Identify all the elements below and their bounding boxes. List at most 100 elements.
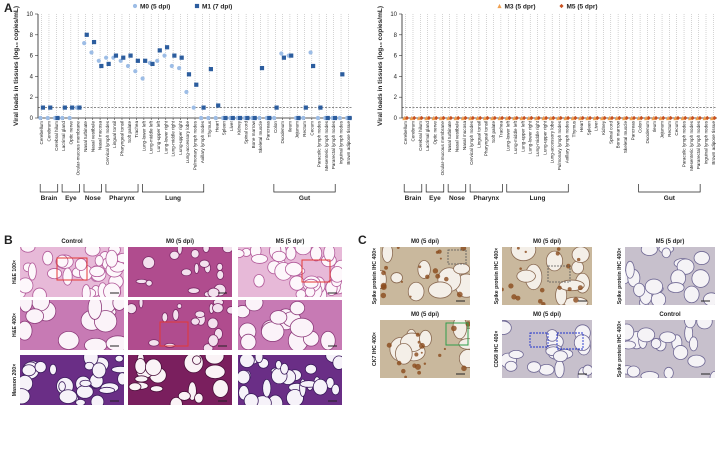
group-bracket bbox=[403, 184, 423, 193]
data-point bbox=[559, 3, 564, 9]
x-tick-label: Lung-accessory lobe bbox=[550, 121, 555, 164]
alveolus bbox=[661, 247, 671, 259]
stain-spot bbox=[556, 247, 561, 251]
alveolus bbox=[216, 262, 224, 271]
x-tick-label: Lung-lower right bbox=[528, 120, 533, 154]
alveolus bbox=[458, 349, 470, 368]
alveolus bbox=[294, 247, 312, 256]
alveolus bbox=[626, 365, 641, 378]
alveolus bbox=[625, 340, 636, 350]
data-point bbox=[135, 58, 140, 63]
alveolus bbox=[582, 364, 592, 376]
x-tick-label: Cervical lymph nodes bbox=[469, 120, 474, 165]
data-point bbox=[60, 115, 65, 121]
x-tick-label: Lacrimal gland bbox=[61, 121, 66, 151]
x-tick-label: Ileum bbox=[652, 121, 657, 132]
data-point bbox=[279, 51, 284, 56]
tile-title: Control bbox=[659, 312, 681, 318]
alveolus bbox=[84, 337, 108, 350]
alveolus bbox=[212, 379, 229, 398]
alveolus bbox=[453, 263, 470, 275]
data-point bbox=[318, 105, 323, 110]
panel-label: C bbox=[358, 233, 367, 247]
x-tick-label: Lung-middle left bbox=[149, 120, 154, 153]
data-point bbox=[416, 115, 422, 121]
data-point bbox=[106, 61, 111, 67]
data-point bbox=[468, 115, 473, 121]
alveolus bbox=[625, 260, 635, 279]
zoom-box bbox=[447, 249, 467, 265]
data-point bbox=[500, 115, 505, 121]
legend-label: M3 (5 dpr) bbox=[505, 3, 536, 10]
alveolus bbox=[20, 300, 33, 313]
data-point bbox=[651, 115, 656, 121]
data-point bbox=[325, 115, 330, 121]
x-tick-label: Axillary lymph nodes bbox=[564, 120, 569, 163]
data-point bbox=[424, 115, 429, 121]
alveolus bbox=[20, 277, 34, 294]
stain-spot bbox=[396, 360, 402, 366]
group-label: Brain bbox=[41, 195, 58, 202]
alveolus bbox=[134, 375, 149, 383]
data-point bbox=[460, 115, 466, 121]
group-bracket bbox=[61, 184, 80, 193]
group-label: Pharynx bbox=[109, 195, 135, 202]
y-tick-label: 2 bbox=[394, 95, 398, 101]
group-label: Pharynx bbox=[473, 195, 499, 202]
alveolus bbox=[667, 282, 685, 293]
alveolus bbox=[222, 247, 232, 254]
row-label: H&E 100× bbox=[12, 260, 18, 284]
alveolus bbox=[254, 355, 264, 364]
x-tick-label: Cecum bbox=[309, 121, 314, 136]
alveolus bbox=[545, 250, 564, 272]
alveolus bbox=[81, 284, 91, 297]
stain-spot bbox=[461, 365, 467, 372]
x-tick-label: Cerebrum bbox=[410, 121, 415, 142]
x-tick-label: Lung-lower left bbox=[141, 120, 146, 151]
data-point bbox=[514, 115, 519, 121]
alveolus bbox=[55, 254, 69, 268]
alveolus bbox=[331, 383, 340, 396]
alveolus bbox=[176, 303, 183, 309]
alveolus bbox=[135, 278, 148, 284]
stain-spot bbox=[414, 363, 421, 370]
alveolus bbox=[202, 247, 210, 253]
group-label: Lung bbox=[530, 195, 546, 202]
alveolus bbox=[571, 260, 584, 275]
stain-spot bbox=[456, 291, 463, 298]
stain-spot bbox=[443, 347, 447, 351]
x-tick-label: Lung-middle left bbox=[513, 120, 518, 153]
data-point bbox=[602, 115, 607, 121]
data-point bbox=[551, 115, 556, 121]
x-tick-label: Lingual tonsil bbox=[112, 121, 117, 148]
alveolus bbox=[172, 309, 180, 321]
data-point bbox=[186, 72, 192, 77]
data-point bbox=[223, 115, 228, 121]
alveolus bbox=[49, 363, 57, 376]
stain-spot bbox=[435, 273, 441, 279]
data-point bbox=[230, 115, 235, 121]
micrograph bbox=[380, 247, 470, 305]
alveolus bbox=[510, 247, 537, 262]
data-point bbox=[485, 115, 490, 121]
alveolus bbox=[693, 251, 710, 265]
y-tick-label: 6 bbox=[394, 54, 398, 60]
x-tick-label: Pancreas bbox=[266, 120, 271, 140]
tile-title: M0 (5 dpi) bbox=[411, 312, 439, 318]
data-point bbox=[172, 53, 177, 58]
alveolus bbox=[312, 378, 328, 396]
alveolus bbox=[696, 320, 713, 330]
alveolus bbox=[20, 320, 33, 341]
data-point bbox=[91, 39, 97, 45]
zoom-box bbox=[556, 332, 584, 350]
alveolus bbox=[142, 256, 155, 269]
alveolus bbox=[79, 379, 92, 387]
data-point bbox=[77, 105, 82, 110]
alveolus bbox=[329, 266, 342, 283]
group-bracket bbox=[469, 184, 503, 193]
x-tick-label: Colon bbox=[273, 121, 278, 133]
x-tick-label: Ocular-mucous membrane bbox=[440, 121, 445, 176]
x-tick-label: Cerebellum bbox=[39, 121, 44, 145]
data-point bbox=[281, 55, 287, 60]
micrograph bbox=[238, 300, 342, 350]
